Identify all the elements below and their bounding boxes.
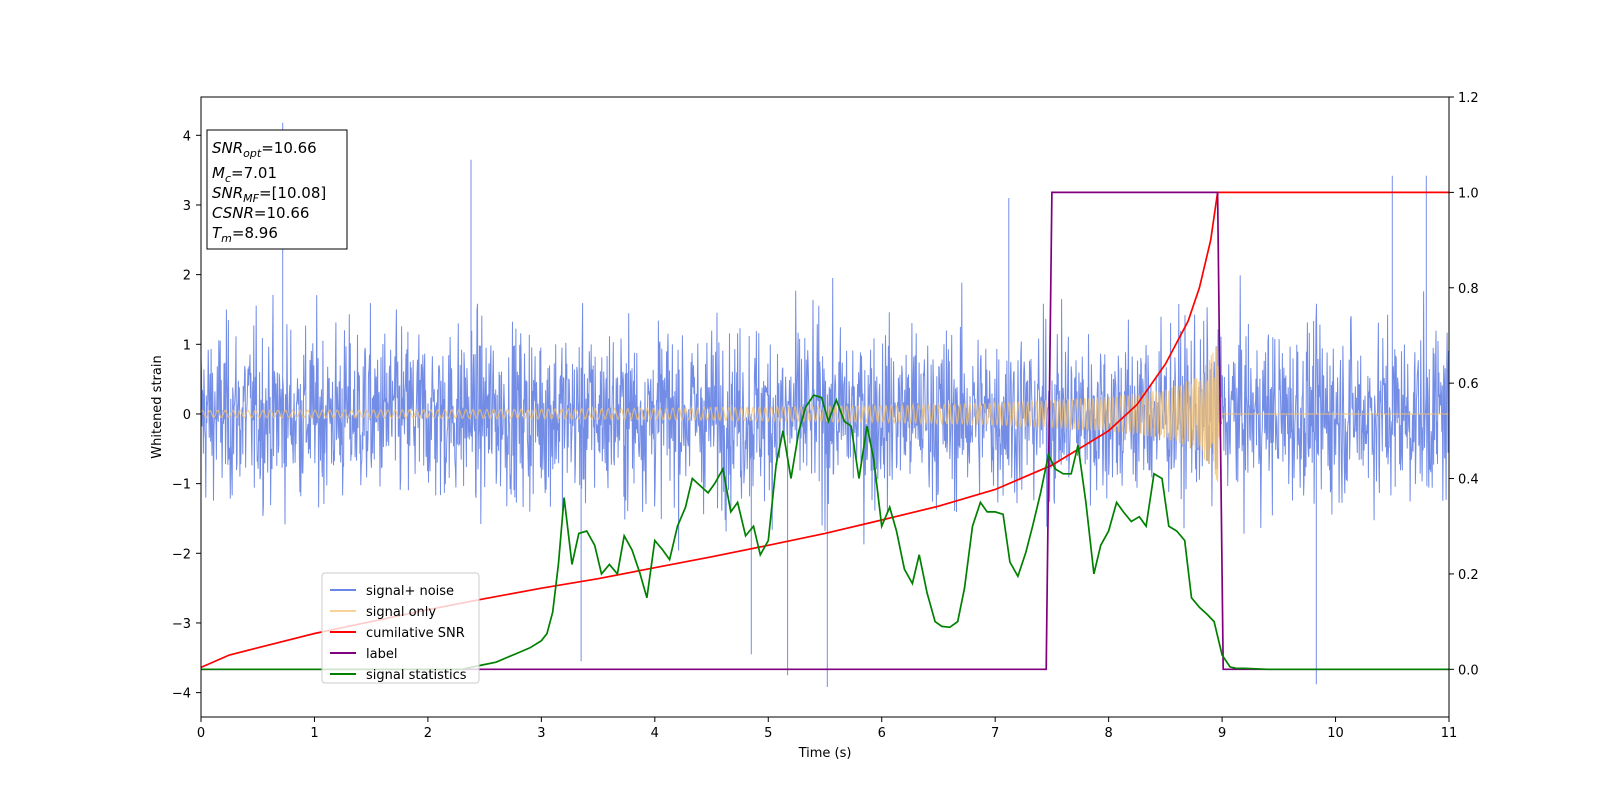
x-tick-label: 8 (1104, 726, 1112, 741)
y-left-tick-label: 3 (183, 199, 191, 214)
y-left-tick-label: −2 (172, 547, 191, 562)
y-right-tick-label: 1.0 (1458, 186, 1479, 201)
y-right-tick-label: 0.2 (1458, 568, 1479, 583)
x-tick-label: 0 (197, 726, 205, 741)
series-signal-statistics (201, 394, 1449, 671)
x-tick-label: 10 (1327, 726, 1344, 741)
annotation-line: SNRMF=[10.08] (212, 184, 326, 205)
annotation-lines: SNRopt=10.66 Mc=7.01SNRMF=[10.08]CSNR=10.… (212, 139, 326, 245)
legend-label: label (366, 647, 397, 662)
x-tick-label: 2 (424, 726, 432, 741)
series-signal-only (200, 346, 1449, 482)
annotation-frame (206, 129, 348, 250)
y-right-tick-label: 0.0 (1458, 663, 1479, 678)
y-left-tick-label: 4 (183, 129, 191, 144)
y-right-tick-label: 0.6 (1458, 377, 1479, 392)
y-axis-left: −4 −3 −2 −1 0 1 2 3 4 (172, 129, 201, 702)
y-left-tick-label: 1 (183, 338, 191, 353)
x-tick-label: 6 (878, 726, 886, 741)
annotation-box: SNRopt=10.66 Mc=7.01SNRMF=[10.08]CSNR=10.… (206, 129, 348, 250)
annotation-line: CSNR=10.66 (212, 204, 309, 222)
y-left-tick-label: −4 (172, 687, 191, 702)
legend-label: signal only (366, 605, 436, 620)
x-tick-label: 3 (537, 726, 545, 741)
x-tick-label: 9 (1218, 726, 1226, 741)
x-axis: 0 1 2 3 4 5 6 7 8 9 10 11 (197, 717, 1457, 741)
series-signal-noise (200, 122, 1450, 687)
x-tick-label: 11 (1441, 726, 1458, 741)
x-tick-label: 1 (310, 726, 318, 741)
legend-label: cumilative SNR (366, 626, 465, 641)
y-right-tick-label: 0.4 (1458, 473, 1479, 488)
plot-frame (200, 96, 1450, 718)
legend-entries: signal+ noise signal only cumilative SNR la… (330, 584, 467, 683)
y-left-tick-label: −3 (172, 617, 191, 632)
legend-label: signal statistics (366, 668, 467, 683)
y-axis-right: 0.0 0.2 0.4 0.6 0.8 1.0 1.2 (1449, 91, 1479, 678)
annotation-line: SNRopt=10.66 (212, 139, 317, 160)
legend: signal+ noise signal only cumilative SNR la… (321, 572, 480, 684)
x-tick-label: 7 (991, 726, 999, 741)
y-right-tick-label: 1.2 (1458, 91, 1479, 106)
y-left-tick-label: 2 (183, 269, 191, 284)
annotation-line: Mc=7.01 (212, 164, 277, 185)
x-tick-label: 4 (651, 726, 659, 741)
y-left-tick-label: −1 (172, 478, 191, 493)
annotation-line: Tm=8.96 (212, 224, 278, 245)
legend-label: signal+ noise (366, 584, 454, 599)
y-left-tick-label: 0 (183, 408, 191, 423)
x-tick-label: 5 (764, 726, 772, 741)
y-axis-label: Whitened strain (150, 355, 165, 458)
legend-frame (321, 572, 480, 684)
y-right-tick-label: 0.8 (1458, 282, 1479, 297)
x-axis-label: Time (s) (798, 746, 852, 761)
